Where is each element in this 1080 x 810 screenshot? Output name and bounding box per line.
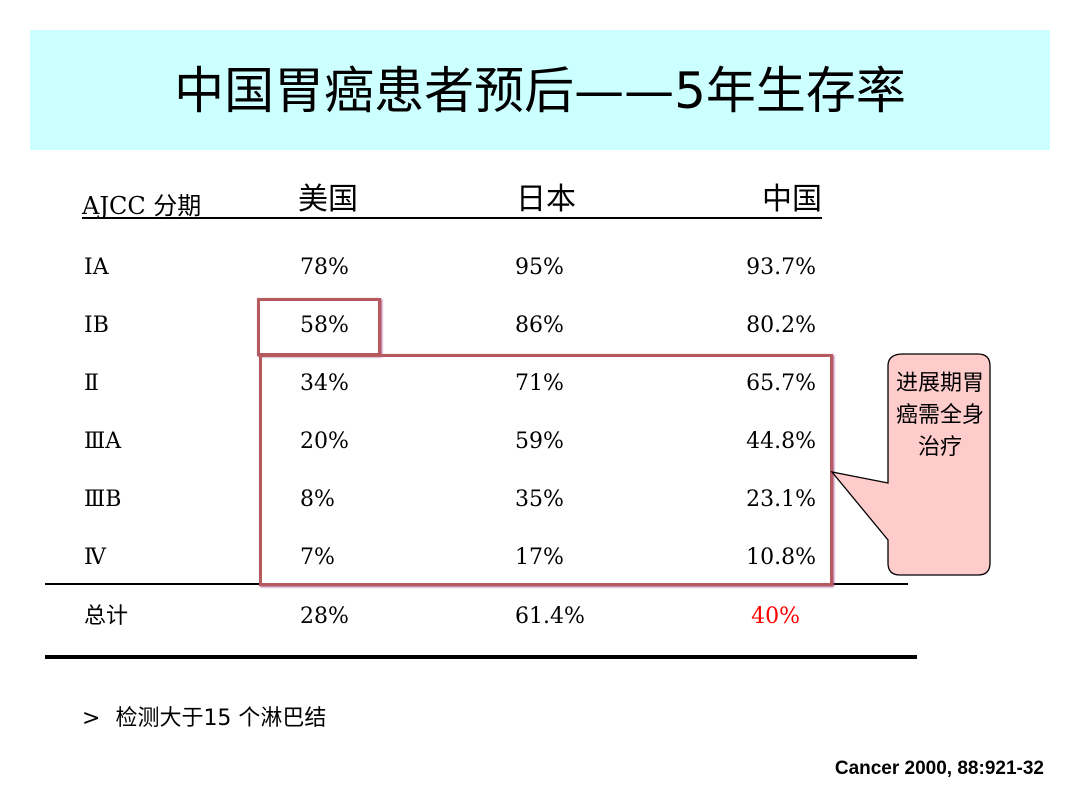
us-cell: 58% [300,313,349,338]
jp-cell: 35% [515,487,564,512]
total-jp: 61.4% [515,604,585,629]
slide-title: 中国胃癌患者预后——5年生存率 [174,62,906,120]
header-us: 美国 [298,182,358,217]
stage-cell: Ⅳ [84,545,106,570]
cn-cell: 65.7% [746,371,816,396]
jp-cell: 71% [515,371,564,396]
table-bottom-rule [45,655,917,659]
header-underline [82,217,822,219]
us-cell: 7% [300,545,335,570]
title-band [30,30,1050,150]
us-cell: 20% [300,429,349,454]
stage-cell: ⅠA [84,255,109,280]
footnote-text: 检测大于15 个淋巴结 [115,706,327,731]
footnote: > 检测大于15 个淋巴结 [82,704,326,734]
highlight-box-advanced [259,354,833,586]
header-cn: 中国 [762,182,822,217]
us-cell: 34% [300,371,349,396]
us-cell: 8% [300,487,335,512]
cn-cell: 23.1% [746,487,816,512]
header-jp: 日本 [516,182,576,217]
stage-cell: Ⅱ [84,371,99,396]
total-label: 总计 [84,604,129,629]
jp-cell: 95% [515,255,564,280]
us-cell: 78% [300,255,349,280]
bullet-arrow-icon: > [82,706,101,731]
jp-cell: 86% [515,313,564,338]
stage-cell: ⅢA [84,429,122,454]
header-stage: AJCC 分期 [82,192,202,220]
cn-cell: 93.7% [746,255,816,280]
jp-cell: 17% [515,545,564,570]
callout-text: 进展期胃癌需全身治疗 [895,371,984,460]
cn-cell: 10.8% [746,545,816,570]
citation: Cancer 2000, 88:921-32 [834,758,1044,779]
jp-cell: 59% [515,429,564,454]
stage-cell: ⅠB [84,313,109,338]
total-cn: 40% [751,604,800,629]
cn-cell: 44.8% [746,429,816,454]
stage-cell: ⅢB [84,487,122,512]
cn-cell: 80.2% [746,313,816,338]
total-us: 28% [300,604,349,629]
